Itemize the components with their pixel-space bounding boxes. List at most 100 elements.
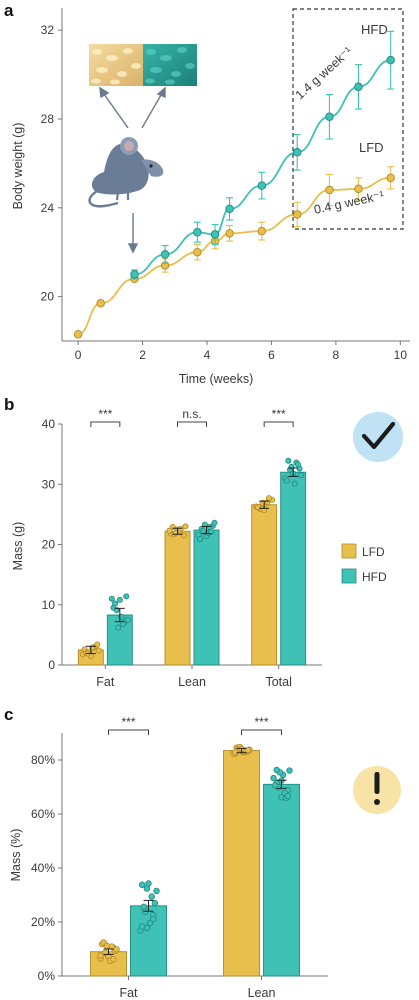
panel-a-x-tick-label: 4 [204, 348, 211, 362]
panel-c-sample-point-lfd [103, 942, 111, 949]
panel-b-marks: *** n.s. *** [77, 407, 307, 666]
legend-label-lfd: LFD [362, 545, 385, 559]
panel-b-y-tick-label: 20 [42, 538, 56, 552]
panel-c-category-label: Lean [248, 986, 276, 1000]
panel-a-y-tick-label: 32 [41, 23, 55, 37]
panel-c-y-tick-label: 40% [31, 861, 55, 875]
panel-c-bar-lfd [223, 750, 260, 977]
panel-c-sample-point-hfd [148, 893, 155, 900]
panel-b-sample-point-hfd [296, 465, 303, 472]
hfd-line-label: HFD [361, 22, 388, 37]
panel-a-letter: a [4, 1, 14, 20]
panel-b-bar-lfd [164, 530, 191, 666]
panel-a-y-tick-label: 28 [41, 112, 55, 126]
panel-b-sample-point-hfd [113, 607, 120, 614]
hfd-data-point [193, 227, 202, 237]
panel-b-sample-point-hfd [283, 477, 290, 484]
panel-b-sample-point-hfd [115, 624, 122, 631]
panel-b-sample-point-hfd [211, 519, 218, 526]
panel-c-sample-point-hfd [273, 766, 280, 774]
panel-a-x-tick-label: 10 [394, 348, 408, 362]
panel-a-x-tick-label: 8 [333, 348, 340, 362]
panel-c-bar-hfd [130, 905, 167, 977]
panel-b-significance-bracket [90, 421, 121, 427]
panel-c-sample-point-hfd [138, 923, 146, 930]
hfd-data-point [160, 250, 170, 259]
panel-c-sample-point-hfd [271, 782, 279, 789]
panel-b-sample-point-hfd [197, 536, 204, 543]
panel-c-sample-point-lfd [110, 956, 117, 963]
panel-b-sample-point-hfd [206, 524, 213, 531]
panel-c-significance-label: *** [121, 715, 135, 729]
panel-b-sample-point-lfd [265, 495, 272, 502]
lfd-data-point [325, 185, 334, 195]
panel-b-category-label: Total [265, 675, 291, 689]
panel-b-y-tick-label: 0 [48, 658, 55, 672]
panel-b-bar-hfd [193, 529, 220, 666]
panel-b-sample-point-lfd [94, 641, 101, 648]
panel-b-sample-point-lfd [166, 527, 173, 534]
panel-c-y-tick-label: 20% [31, 915, 55, 929]
hfd-data-point [210, 230, 220, 239]
check-mark-icon [353, 412, 403, 462]
panel-c-category-label: Fat [119, 986, 138, 1000]
panel-c-significance-bracket [108, 729, 149, 735]
panel-b-sample-point-hfd [123, 593, 130, 600]
lfd-data-point [225, 229, 234, 238]
panel-b-significance-label: *** [272, 407, 286, 421]
panel-b-sample-point-lfd [177, 525, 184, 532]
panel-c-y-tick-label: 80% [31, 753, 55, 767]
panel-b-sample-point-lfd [182, 523, 189, 530]
panel-c-y-axis-title: Mass (%) [9, 829, 23, 882]
lfd-data-point [73, 330, 83, 339]
hfd-data-point [225, 204, 234, 214]
panel-a-y-tick-label: 20 [41, 290, 55, 304]
panel-b-y-tick-label: 10 [42, 598, 56, 612]
panel-c-sample-point-hfd [284, 792, 292, 800]
panel-c-sample-point-hfd [143, 885, 151, 892]
panel-c-sample-point-lfd [113, 946, 120, 953]
panel-c-y-tick-label: 60% [31, 807, 55, 821]
panel-b-sample-point-hfd [208, 528, 215, 535]
panel-c-sample-point-hfd [270, 774, 277, 782]
legend-swatch-lfd [341, 543, 357, 559]
hfd-data-point [292, 148, 302, 157]
diet-arrows [99, 86, 166, 254]
panel-a-x-tick-label: 2 [139, 348, 146, 362]
panel-c-bar-chart: 0% 20% 40% 60% 80% Fat Lean *** *** [31, 715, 328, 1000]
panel-c-sample-point-hfd [142, 908, 149, 915]
panel-c-bar-hfd [263, 783, 300, 977]
panel-b-axes: 0 10 20 30 40 Fat Lean Total [42, 417, 322, 689]
panel-c-sample-point-hfd [146, 919, 154, 927]
panel-b-bar-hfd [106, 614, 133, 666]
legend-swatch-hfd [341, 568, 357, 584]
panel-b-sample-point-hfd [201, 521, 208, 528]
lfd-data-point [354, 184, 363, 194]
panel-c-sample-point-hfd [286, 767, 293, 774]
exclamation-icon [353, 766, 401, 814]
panel-a-x-axis-title: Time (weeks) [179, 372, 254, 386]
panel-b-category-label: Lean [178, 675, 206, 689]
panel-b-sample-point-hfd [200, 527, 207, 534]
panel-b-bar-hfd [280, 471, 307, 666]
panel-c-sample-point-hfd [153, 887, 160, 895]
panel-b-sample-point-hfd [298, 472, 305, 479]
panel-c-significance-label: *** [254, 715, 268, 729]
panel-a-marks [73, 30, 395, 339]
panel-b-significance-bracket [177, 421, 207, 427]
panel-b-significance-label: n.s. [182, 407, 201, 421]
legend-label-hfd: HFD [362, 570, 387, 584]
panel-a-x-tick-label: 6 [268, 348, 275, 362]
panel-c-significance-bracket [241, 729, 282, 735]
lfd-data-point [193, 247, 202, 257]
hfd-trend-line [134, 59, 391, 276]
panel-a-y-tick-label: 24 [41, 201, 55, 215]
panel-b-legend: LFD HFD [341, 543, 387, 584]
panel-b-sample-point-hfd [108, 595, 115, 602]
panel-b-y-tick-label: 40 [42, 417, 56, 431]
panel-c-marks: *** *** [90, 715, 300, 977]
hfd-slope-label: 1.4 g week⁻¹ [293, 44, 355, 102]
